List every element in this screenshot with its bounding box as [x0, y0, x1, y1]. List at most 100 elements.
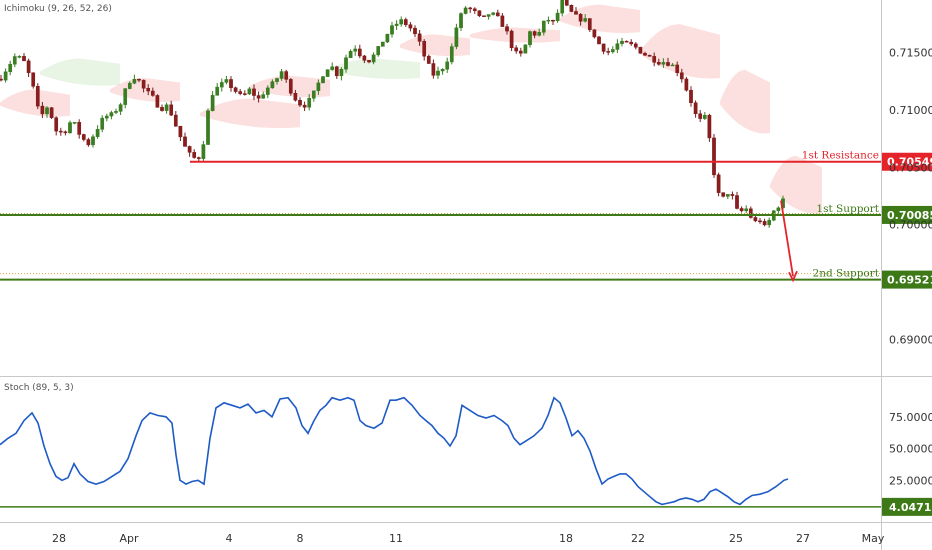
stochastic-panel: 4.0471 75.0000 50.0000 25.0000 — [0, 396, 932, 516]
candle-body — [173, 114, 178, 127]
candle-body — [698, 113, 703, 119]
candle-body — [574, 11, 578, 15]
candle-body — [702, 114, 707, 119]
candle-body — [523, 44, 528, 54]
candle-body — [638, 46, 643, 54]
candle-body — [118, 104, 123, 112]
candle-body — [449, 46, 454, 63]
candle-body — [601, 43, 606, 52]
ichimoku-indicator-label: Ichimoku (9, 26, 52, 26) — [4, 4, 112, 14]
candle-body — [265, 87, 270, 95]
candle-body — [311, 90, 316, 99]
candle-body — [132, 78, 137, 84]
candle-body — [284, 71, 289, 80]
candle-body — [587, 18, 592, 31]
candle-body — [348, 51, 353, 58]
candle-body — [730, 194, 735, 196]
candle-body — [26, 60, 31, 74]
candle-body — [491, 12, 496, 15]
candle-body — [689, 89, 693, 103]
candle-body — [31, 72, 36, 87]
candle-body — [8, 63, 13, 73]
candle-body — [35, 86, 40, 107]
candle-body — [261, 94, 266, 99]
candle-body — [219, 82, 224, 88]
candle-body — [279, 71, 284, 79]
candle-body — [532, 31, 537, 36]
candle-body — [546, 19, 551, 22]
candle-body — [68, 122, 72, 134]
candle-body — [210, 95, 215, 112]
candle-body — [229, 79, 233, 88]
candle-body — [693, 102, 698, 114]
candle-body — [137, 78, 141, 81]
candle-body — [712, 137, 716, 176]
time-tick-label: 4 — [226, 532, 233, 545]
candle-body — [555, 12, 560, 22]
candle-body — [620, 40, 624, 44]
candle-body — [141, 79, 146, 89]
candle-body — [426, 55, 431, 64]
candle-body — [238, 91, 243, 94]
candle-body — [569, 4, 574, 12]
candle-body — [224, 79, 229, 83]
candle-body — [597, 36, 601, 45]
candle-body — [104, 115, 109, 119]
candle-body — [215, 86, 220, 96]
candle-body — [164, 104, 169, 111]
candle-body — [739, 208, 744, 212]
level-tag-2 — [882, 205, 932, 224]
stoch-level-tag — [882, 497, 932, 516]
level-name-2: 1st Support — [816, 203, 879, 215]
candle-body — [357, 48, 362, 57]
candle-body — [615, 43, 620, 50]
candle-body — [362, 55, 367, 61]
candle-body — [468, 7, 473, 10]
stoch-tick-label: 25.0000 — [889, 474, 932, 487]
time-tick-label: 22 — [631, 532, 645, 545]
candle-body — [735, 195, 739, 209]
axes: 0.71500 0.71000 0.70000 0.69000 0.70500 28 Apr… — [52, 47, 932, 545]
candle-body — [509, 30, 514, 49]
candle-body — [477, 10, 482, 16]
cloud-segment — [470, 27, 560, 43]
candle-body — [670, 64, 675, 67]
candle-body — [528, 31, 532, 46]
candle-body — [334, 66, 339, 77]
candle-body — [307, 98, 312, 108]
candle-body — [505, 26, 509, 32]
candle-body — [146, 87, 151, 92]
candle-body — [716, 174, 721, 193]
candle-body — [353, 48, 358, 52]
price-tick-label: 0.71000 — [889, 104, 932, 117]
level-tag-3 — [882, 270, 932, 289]
candle-body — [367, 60, 371, 63]
candle-body — [758, 220, 762, 223]
candle-body — [399, 19, 404, 25]
candle-body — [518, 50, 523, 54]
candle-body — [643, 53, 647, 56]
candle-body — [422, 41, 427, 57]
candle-body — [551, 19, 555, 22]
time-tick-label: 18 — [559, 532, 573, 545]
candle-body — [22, 56, 26, 62]
candle-body — [656, 62, 661, 65]
candle-body — [666, 62, 670, 66]
candle-body — [408, 24, 413, 29]
stoch-line — [0, 396, 789, 506]
candle-body — [298, 99, 302, 106]
candle-body — [403, 19, 408, 25]
candle-body — [606, 51, 611, 53]
time-tick-label: 28 — [52, 532, 66, 545]
candle-body — [275, 78, 279, 82]
candle-body — [500, 15, 505, 27]
candle-body — [486, 14, 491, 17]
candle-body — [302, 104, 307, 108]
stoch-tick-label: 75.0000 — [889, 411, 932, 424]
candle-body — [81, 134, 86, 140]
candle-body — [440, 69, 445, 72]
level-value-1: 0.70549 — [887, 156, 932, 169]
ichimoku-cloud — [0, 4, 822, 214]
